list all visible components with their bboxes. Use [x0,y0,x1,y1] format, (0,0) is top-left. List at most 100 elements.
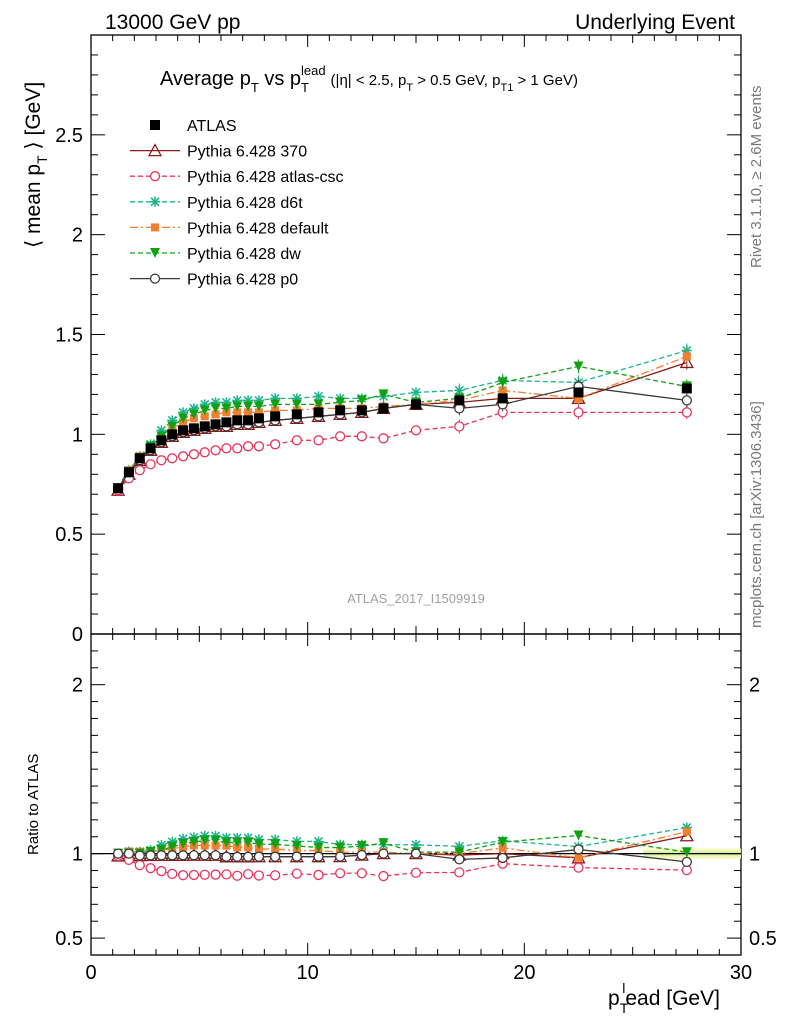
ratio-point [335,868,346,879]
data-point [253,441,265,452]
data-point [270,399,281,410]
legend-label: Pythia 6.428 d6t [187,195,303,212]
data-point [210,445,221,456]
data-point [313,435,324,446]
ratio-point [681,856,692,868]
ratio-point [411,839,421,850]
ratio-point [232,851,243,862]
data-point [167,429,178,440]
ratio-y-tick-label: 1 [72,844,83,866]
data-point [356,405,367,416]
ratio-point [167,850,178,861]
data-point [498,386,507,395]
ratio-point [210,850,221,861]
data-point [167,415,178,426]
ratio-point [454,854,465,865]
data-point [243,395,254,406]
ratio-y-tick-label: 0.5 [55,928,83,950]
ratio-point [313,869,324,881]
y-tick-label: 1.5 [55,325,83,347]
legend-label: Pythia 6.428 atlas-csc [187,169,344,186]
data-point [232,395,243,406]
legend-marker [149,171,161,182]
ratio-point [156,850,167,861]
ratio-point [156,839,167,850]
ratio-point [682,827,691,836]
data-point [335,397,346,408]
ratio-point [335,842,346,853]
data-point [232,401,243,412]
ratio-series-6 [112,844,692,868]
ratio-point [573,830,584,841]
data-point [681,383,692,394]
legend-label: Pythia 6.428 p0 [187,272,298,289]
legend-entry: Pythia 6.428 atlas-csc [130,169,344,186]
y-tick-label: 2 [72,225,83,247]
data-point [123,467,134,478]
ratio-point [270,839,281,850]
data-point [454,421,465,432]
ratio-point [378,848,389,859]
header-left: 13000 GeV pp [105,11,240,34]
series-4 [114,349,691,493]
ratio-point [242,869,254,880]
ratio-point [573,844,584,855]
legend-entry: Pythia 6.428 default [130,220,329,237]
data-point [134,453,145,464]
data-point [270,439,281,450]
y-tick-label: 2.5 [55,125,83,147]
series-6 [112,379,692,494]
ratio-point [681,822,692,833]
legend-entry: Pythia 6.428 370 [130,143,307,161]
ratio-point [156,845,167,856]
data-point [271,406,280,415]
data-point [232,443,243,454]
data-point [679,355,694,369]
ratio-point [335,851,346,862]
data-point [156,425,167,436]
x-axis-label: pTlead [GeV] [608,980,720,1016]
data-point [335,431,346,442]
data-point [188,409,199,420]
data-point [211,410,220,419]
data-point [335,405,346,416]
data-point [242,441,254,452]
ratio-point [188,869,200,881]
ratio-point [156,865,167,877]
data-point [188,403,199,414]
data-point [188,449,200,460]
ratio-point [356,841,367,852]
x-tick-label: 0 [85,962,96,984]
data-point [221,397,232,408]
ratio-point [291,868,302,879]
data-point [681,395,692,406]
ratio-point [167,868,178,880]
data-point [221,443,232,454]
ratio-point [199,869,210,880]
ratio-point [178,838,189,849]
legend: ATLAS Pythia 6.428 370 Pythia 6.428 atlas-… [130,118,344,289]
data-point [243,415,254,426]
ratio-point [188,837,199,848]
data-point [270,411,281,422]
ratio-point [497,852,508,864]
legend-label: Pythia 6.428 dw [187,246,301,263]
ratio-point [232,870,243,881]
data-point [313,391,324,402]
ratio-point [681,847,692,858]
data-point [313,407,324,418]
data-point [221,417,232,428]
ratio-point [356,849,367,861]
data-point [270,393,281,404]
ratio-point [232,837,243,848]
ratio-point [497,837,508,848]
data-point [200,412,209,421]
ratio-y-tick-label-right: 0.5 [749,928,777,950]
legend-entry: Pythia 6.428 p0 [130,272,298,289]
ratio-point [199,850,210,861]
data-point [411,387,421,398]
ratio-point [454,867,465,878]
ratio-point [199,835,210,846]
legend-marker [150,248,160,258]
data-point [178,407,189,418]
